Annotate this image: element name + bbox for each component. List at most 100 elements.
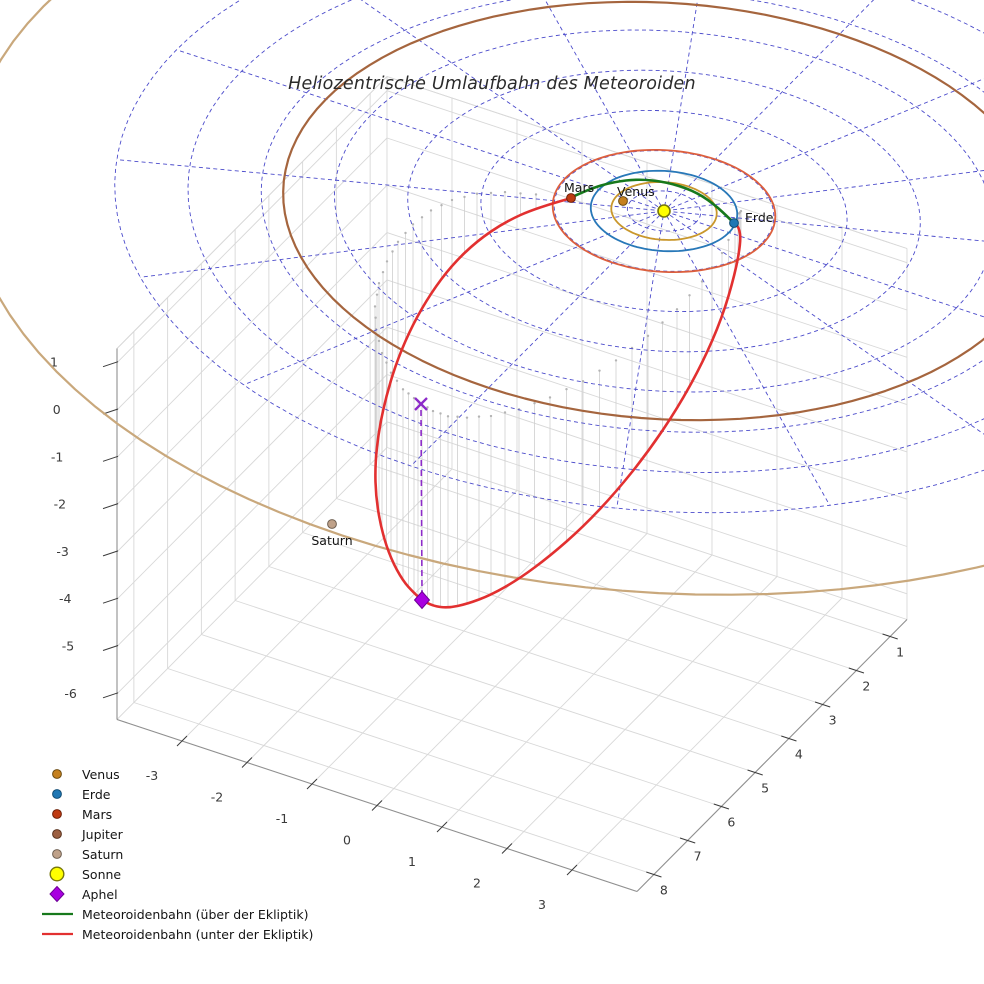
ecliptic-ring	[333, 29, 984, 393]
ecliptic-ring	[553, 150, 775, 272]
legend-label: Aphel	[82, 886, 118, 902]
z-tick-label: 0	[53, 402, 61, 417]
z-tick-label: 1	[50, 355, 58, 370]
ecliptic-spoke	[176, 49, 656, 209]
planet-label-erde: Erde	[745, 210, 774, 225]
ecliptic-ring	[187, 0, 984, 473]
venus-orbit	[610, 181, 718, 241]
planet-orbits	[0, 0, 984, 596]
jupiter-orbit	[282, 0, 984, 422]
legend-item-jupiter: Jupiter	[40, 824, 313, 844]
y-tick-label: 6	[727, 815, 735, 830]
x-tick-label: 3	[538, 897, 546, 912]
ecliptic-spoke	[672, 213, 984, 318]
legend-item-erde: Erde	[40, 784, 313, 804]
x-tick-label: -2	[211, 790, 223, 805]
legend-label: Meteoroidenbahn (über der Ekliptik)	[82, 906, 309, 922]
ecliptic-spoke	[673, 170, 984, 211]
legend-item-saturn: Saturn	[40, 844, 313, 864]
z-tick-label: -2	[54, 497, 66, 512]
y-tick-label: 5	[761, 781, 769, 796]
axis-ticks-and-labels: -3 -2 -1 0 1 2 3 1 2 3 4 5 6 7 8 1 0 -1 -2 -3 -4 -5 -6	[50, 355, 904, 912]
ecliptic-spoke	[616, 216, 664, 509]
sun-marker	[657, 204, 671, 218]
legend-marker	[52, 789, 62, 799]
z-tick-label: -6	[64, 686, 77, 701]
aphel-group	[413, 397, 431, 610]
legend-label: Saturn	[82, 846, 124, 862]
y-tick-label: 1	[896, 645, 904, 660]
legend-label: Sonne	[82, 866, 122, 882]
z-tick-label: -4	[59, 591, 72, 606]
ecliptic-spoke	[410, 215, 660, 467]
aphel-ground-x-marker	[414, 397, 428, 411]
z-tick-label: -5	[62, 639, 74, 654]
meteoroid-orbit	[374, 178, 742, 609]
legend: Venus Erde Mars Jupiter Saturn Sonne Aphel Mete…	[40, 764, 313, 944]
z-tick-label: -3	[56, 544, 68, 559]
planet-marker-erde	[729, 218, 739, 228]
ecliptic-spoke	[360, 0, 659, 208]
x-tick-label: 1	[408, 854, 416, 869]
ecliptic-ring	[626, 190, 702, 232]
legend-label: Meteoroidenbahn (unter der Ekliptik)	[82, 926, 314, 942]
x-tick-label: 2	[473, 876, 481, 891]
legend-marker	[49, 885, 65, 903]
ecliptic-spoke	[669, 214, 984, 435]
meteoroid-drop-stems	[373, 190, 743, 608]
x-tick-label: 0	[343, 833, 351, 848]
plot-title: Heliozentrische Umlaufbahn des Meteoroid…	[288, 74, 696, 94]
planet-label-venus: Venus	[617, 184, 655, 199]
ecliptic-spoke	[116, 159, 655, 211]
legend-label: Jupiter	[82, 826, 123, 842]
x-tick-label: -1	[276, 811, 288, 826]
legend-marker	[42, 912, 73, 916]
bodies: Mars Venus Erde Saturn	[311, 180, 773, 548]
legend-item-sonne: Sonne	[40, 864, 313, 884]
legend-marker	[49, 866, 65, 882]
legend-marker	[52, 829, 62, 839]
ecliptic-spoke	[664, 0, 699, 206]
y-tick-label: 2	[862, 679, 870, 694]
saturn-orbit	[0, 0, 984, 596]
planet-label-mars: Mars	[564, 180, 594, 195]
legend-item-venus: Venus	[40, 764, 313, 784]
y-tick-label: 3	[829, 713, 837, 728]
y-tick-label: 8	[660, 883, 668, 898]
legend-label: Erde	[82, 786, 111, 802]
ecliptic-ring	[114, 0, 984, 514]
x-tick-label: -3	[146, 768, 158, 783]
ecliptic-spoke	[668, 0, 875, 207]
legend-marker	[42, 932, 73, 936]
legend-marker	[52, 769, 62, 779]
floor-grid	[116, 447, 908, 875]
planet-marker-venus	[618, 196, 628, 206]
y-tick-label: 7	[694, 849, 702, 864]
ecliptic-spoke	[544, 0, 662, 207]
planet-marker-saturn	[327, 519, 337, 529]
planet-marker-mars	[566, 193, 576, 203]
legend-marker	[52, 809, 62, 819]
ecliptic-spoke	[673, 211, 984, 242]
ecliptic-grid	[114, 0, 984, 514]
legend-item-aphel: Aphel	[40, 884, 313, 904]
legend-marker	[52, 849, 62, 859]
ecliptic-spoke	[140, 211, 655, 278]
legend-item-mars: Mars	[40, 804, 313, 824]
legend-item-meteoroidenbahn: Meteoroidenbahn (über der Ekliptik)	[40, 904, 313, 924]
legend-item-meteoroidenbahn: Meteoroidenbahn (unter der Ekliptik)	[40, 924, 313, 944]
meteoroid-orbit-above	[566, 178, 735, 224]
legend-label: Mars	[82, 806, 113, 822]
ecliptic-spoke	[666, 215, 831, 506]
z-tick-label: -1	[51, 449, 63, 464]
planet-label-saturn: Saturn	[311, 533, 352, 548]
legend-label: Venus	[82, 766, 120, 782]
aphel-drop-line	[420, 409, 423, 594]
ecliptic-spoke	[671, 78, 984, 209]
ecliptic-spoke	[243, 213, 657, 386]
aphel-marker	[413, 590, 431, 610]
mars-orbit	[551, 149, 777, 273]
box-wall-grid	[116, 76, 908, 703]
